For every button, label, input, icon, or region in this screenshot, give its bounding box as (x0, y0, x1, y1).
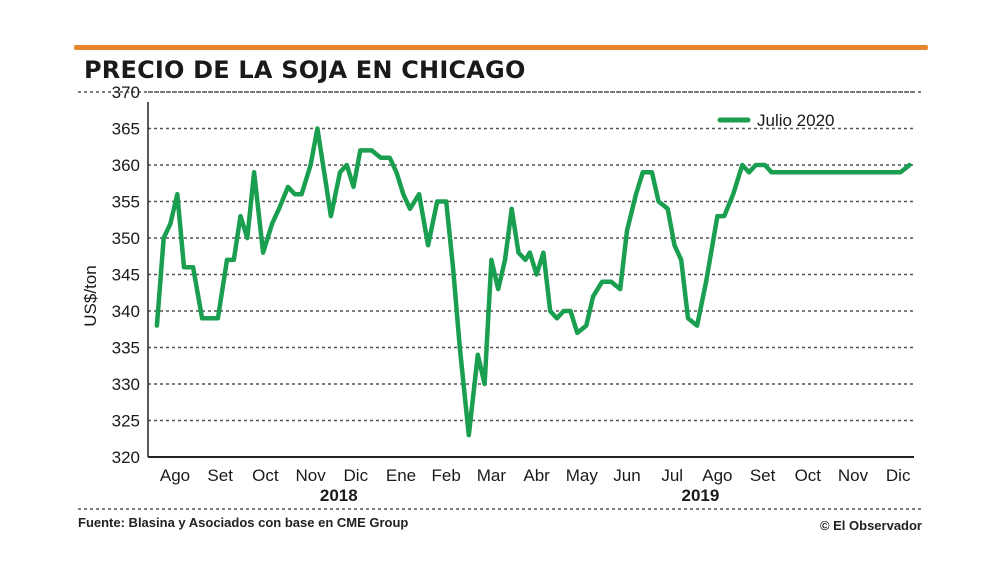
copyright-credit: © El Observador (819, 518, 922, 533)
x-tick-label: Dic (344, 466, 369, 485)
x-tick-label: Set (750, 466, 776, 485)
x-tick-label: Dic (886, 466, 911, 485)
y-axis-title: US$/ton (81, 265, 100, 326)
y-tick-label: 350 (112, 229, 140, 248)
y-tick-label: 355 (112, 193, 140, 212)
year-label: 2019 (681, 486, 719, 505)
x-tick-label: Jun (613, 466, 640, 485)
x-tick-label: Abr (523, 466, 550, 485)
x-tick-label: Feb (432, 466, 461, 485)
x-tick-label: Ago (160, 466, 190, 485)
y-tick-label: 365 (112, 120, 140, 139)
x-tick-label: Set (207, 466, 233, 485)
x-tick-label: May (566, 466, 599, 485)
y-tick-label: 345 (112, 266, 140, 285)
y-axis-ticks: 320 325 330 335 340 345 350 355 360 365 370 (112, 83, 140, 467)
series-lines (154, 126, 912, 438)
y-tick-label: 370 (112, 83, 140, 102)
source-note: Fuente: Blasina y Asociados con base en … (78, 515, 409, 530)
top-accent-rule (74, 45, 928, 50)
y-tick-label: 320 (112, 448, 140, 467)
x-axis-year-labels: 2018 2019 (320, 486, 719, 505)
year-label: 2018 (320, 486, 358, 505)
x-axis-month-labels: Ago Set Oct Nov Dic Ene Feb Mar Abr May Jun Jul Ago S… (160, 466, 911, 485)
y-tick-label: 335 (112, 339, 140, 358)
x-tick-label: Ene (386, 466, 416, 485)
x-tick-label: Mar (477, 466, 507, 485)
x-tick-label: Nov (838, 466, 869, 485)
x-tick-label: Oct (252, 466, 279, 485)
chart-title: PRECIO DE LA SOJA EN CHICAGO (84, 56, 526, 84)
legend: Julio 2020 (717, 111, 835, 130)
series-line-julio-2020 (154, 126, 912, 438)
y-tick-label: 340 (112, 302, 140, 321)
y-tick-label: 325 (112, 412, 140, 431)
x-tick-label: Jul (661, 466, 683, 485)
x-tick-label: Ago (702, 466, 732, 485)
y-tick-label: 360 (112, 156, 140, 175)
legend-label: Julio 2020 (757, 111, 835, 130)
x-tick-label: Oct (795, 466, 822, 485)
grid-lines (78, 91, 924, 510)
y-tick-label: 330 (112, 375, 140, 394)
x-tick-label: Nov (295, 466, 326, 485)
